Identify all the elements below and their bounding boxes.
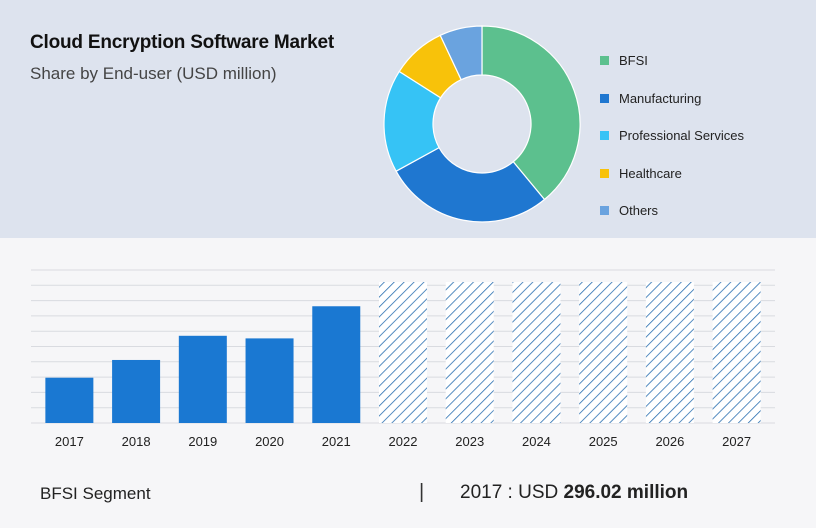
segment-amount: 296.02 million <box>563 482 689 503</box>
legend-swatch <box>600 93 609 103</box>
segment-value: 2017 : USD 296.02 million <box>460 482 688 504</box>
legend-label: BFSI <box>619 53 648 69</box>
bar-forecast-2025 <box>579 282 628 423</box>
segment-year: 2017 : USD <box>460 482 564 503</box>
legend-label: Professional Services <box>619 128 744 144</box>
x-tick-label: 2023 <box>455 434 484 449</box>
bar-forecast-2026 <box>645 282 694 423</box>
x-tick-label: 2024 <box>522 434 551 449</box>
legend-swatch <box>600 56 609 66</box>
bar-forecast-2022 <box>379 282 427 423</box>
chart-subtitle: Share by End-user (USD million) <box>30 64 277 83</box>
footer-separator: | <box>419 481 425 503</box>
x-tick-label: 2019 <box>188 434 217 449</box>
bar-forecast-2024 <box>512 282 561 423</box>
legend-item-bfsi: BFSI <box>600 42 744 80</box>
legend-swatch <box>600 131 609 141</box>
bar-2018 <box>112 359 161 423</box>
legend-item-healthcare: Healthcare <box>600 155 744 193</box>
donut-chart <box>383 25 581 223</box>
legend-item-others: Others <box>600 192 744 230</box>
x-tick-label: 2026 <box>655 434 684 449</box>
x-tick-label: 2018 <box>122 434 151 449</box>
bar-2020 <box>245 338 294 423</box>
donut-slice-manufacturing <box>395 146 546 223</box>
bar-chart: 2017 2018 2019 2020 2021 2022 2023 2024 2025 2026… <box>31 269 775 449</box>
bar-2017 <box>45 377 94 423</box>
legend-label: Manufacturing <box>619 90 702 106</box>
legend-item-professional-services: Professional Services <box>600 117 744 155</box>
donut-slice-bfsi <box>481 25 581 201</box>
legend-label: Others <box>619 203 659 219</box>
bar-2019 <box>178 335 227 423</box>
x-tick-label: 2020 <box>255 434 284 449</box>
x-tick-label: 2017 <box>55 434 84 449</box>
chart-title: Cloud Encryption Software Market <box>30 32 334 53</box>
bar-forecast-2027 <box>712 282 761 423</box>
donut-legend: BFSI Manufacturing Professional Services He… <box>600 42 744 230</box>
donut-slice-others <box>439 25 483 81</box>
x-tick-label: 2025 <box>589 434 618 449</box>
legend-swatch <box>600 206 609 216</box>
bar-forecast-2023 <box>445 282 494 423</box>
x-tick-label: 2022 <box>389 434 418 449</box>
legend-swatch <box>600 168 609 178</box>
segment-label: BFSI Segment <box>40 484 151 503</box>
legend-item-manufacturing: Manufacturing <box>600 80 744 118</box>
x-tick-label: 2027 <box>722 434 751 449</box>
x-tick-label: 2021 <box>322 434 351 449</box>
bar-2021 <box>312 306 361 423</box>
legend-label: Healthcare <box>619 165 682 181</box>
